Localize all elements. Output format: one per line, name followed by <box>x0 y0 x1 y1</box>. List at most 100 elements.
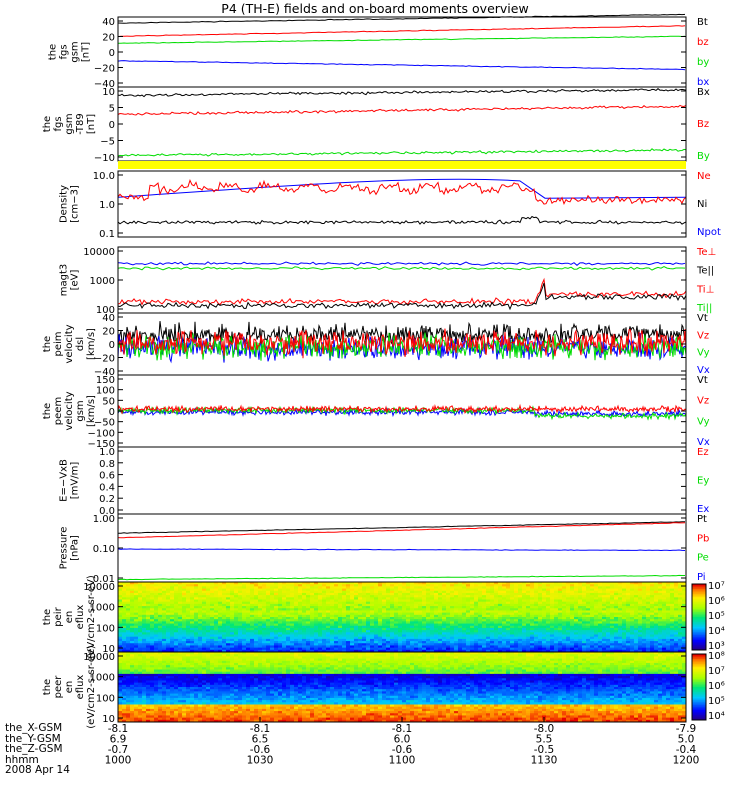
series-Ti|| <box>117 266 686 271</box>
legend-Vt: Vt <box>697 313 708 324</box>
ephemeris-value: 5.5 <box>536 734 553 746</box>
colorbar <box>691 583 707 651</box>
panel-frame <box>117 170 687 238</box>
y-tick-label: 0 <box>109 407 115 418</box>
ephemeris-value: -7.9 <box>676 723 697 735</box>
colorbar-label: 10⁴ <box>708 626 725 637</box>
y-tick-label: 20 <box>102 327 115 338</box>
colorbar-label: 10⁷ <box>708 581 725 592</box>
y-axis-label: thefgsgsm[nT] <box>48 41 92 62</box>
y-tick-label: 1.0 <box>99 200 115 211</box>
legend-Te||: Te|| <box>696 266 714 277</box>
colorbar-label: 10⁶ <box>708 596 725 607</box>
panel-3: 10.0 1.0 0.1 Density[cm−3] Ne Ni Npot <box>59 170 721 240</box>
y-axis-label: thepeereneflux(eV/cm2-s-sr-eV) <box>42 645 97 729</box>
y-tick-label: −150 <box>88 439 115 450</box>
y-tick-label: 1000 <box>90 276 115 287</box>
legend-Pt: Pt <box>697 514 707 525</box>
y-tick-label: 100 <box>96 305 115 316</box>
series-Te|| <box>117 282 687 311</box>
y-tick-label: 0.8 <box>99 459 115 470</box>
series-By <box>117 148 687 157</box>
legend-Vx: Vx <box>697 365 710 376</box>
legend-by: by <box>697 57 709 68</box>
y-tick-label: 100 <box>96 693 115 704</box>
ephemeris-value: 1000 <box>105 755 132 767</box>
y-tick-label: −50 <box>94 418 115 429</box>
ephemeris-value: 6.9 <box>110 734 127 746</box>
panel-7: 1.00.80.60.40.20.0 E=−VxB[mV/m] Ez Ey Ex <box>59 446 709 517</box>
y-axis-label: magt3[eV] <box>59 264 81 297</box>
legend-Pi: Pi <box>697 572 706 583</box>
y-tick-label: 10000 <box>83 652 115 663</box>
y-tick-label: 1.0 <box>99 447 115 458</box>
y-axis-label: thepeimvelocitydsl[km/s] <box>42 324 97 363</box>
colorbar-label: 10⁸ <box>708 651 725 662</box>
panel-2: 10 5 0 −5 −10 thefgsgsm-T89[nT] Bx Bz By <box>42 86 710 164</box>
y-tick-label: −20 <box>94 64 115 75</box>
colorbar-label: 10⁵ <box>708 611 725 622</box>
ephemeris-labels: the_X-GSM the_Y-GSM the_Z-GSM hhmm 2008 … <box>5 722 70 776</box>
y-tick-label: 0.10 <box>93 544 115 555</box>
legend-Bt: Bt <box>697 17 708 28</box>
y-axis-label: Density[cm−3] <box>59 185 81 223</box>
legend-bx: bx <box>697 77 709 88</box>
y-axis-label: E=−VxB[mV/m] <box>59 459 81 502</box>
y-tick-label: 0.4 <box>99 482 115 493</box>
legend-Ne: Ne <box>697 171 711 182</box>
series-Pt <box>118 521 685 534</box>
y-tick-label: −100 <box>88 428 115 439</box>
y-tick-label: 1000 <box>90 603 115 614</box>
legend-Vy: Vy <box>697 416 710 427</box>
panel-frame <box>117 86 687 162</box>
y-tick-label: 10000 <box>83 582 115 593</box>
panel-1: 40 20 0 −20 −40 thefgsgsm[nT] Bt bz by bx <box>48 13 709 90</box>
y-tick-label: 20 <box>102 33 115 44</box>
panel-frame <box>117 513 687 583</box>
y-tick-label: 0 <box>109 48 115 59</box>
legend-Ex: Ex <box>697 504 709 515</box>
series-Pb <box>117 522 686 539</box>
colorbar-label: 10⁶ <box>708 681 725 692</box>
legend-Ez: Ez <box>697 447 709 458</box>
series-Npot <box>117 178 687 199</box>
legend-Te⊥: Te⊥ <box>696 247 716 258</box>
legend-Vy: Vy <box>697 348 710 359</box>
ephemeris-value: -8.0 <box>534 723 555 735</box>
y-tick-label: 100 <box>96 386 115 397</box>
legend-Vz: Vz <box>697 330 709 341</box>
legend-Pb: Pb <box>697 533 709 544</box>
ephemeris-value: 1030 <box>247 755 274 767</box>
ephemeris-value: -0.4 <box>676 744 697 756</box>
ephemeris-value: -8.1 <box>392 723 413 735</box>
panel-10: 10⁸ 10⁷ 10⁶ 10⁵ 10⁴ 10000 1000 100 10 thepeerenef… <box>42 645 725 729</box>
series-Pe <box>117 574 685 581</box>
y-tick-label: 0.0 <box>99 506 115 517</box>
series-Vz <box>117 403 687 415</box>
ephemeris-value: 5.0 <box>678 734 695 746</box>
y-tick-label: 0.1 <box>99 229 115 240</box>
series-black <box>117 321 687 347</box>
y-tick-label: 1000 <box>90 673 115 684</box>
series-Bt <box>117 13 686 24</box>
plot-title: P4 (TH-E) fields and on-board moments ov… <box>221 1 529 16</box>
legend-Ti⊥: Ti⊥ <box>696 284 714 295</box>
series-Ni <box>117 215 687 225</box>
y-axis-label: thepeireneflux(eV/cm2-s-sr-eV) <box>42 575 97 659</box>
ephemeris-value: 1100 <box>389 755 416 767</box>
colorbar <box>691 653 707 721</box>
series-red <box>117 328 687 359</box>
series-bz <box>117 25 686 38</box>
y-tick-label: 10.0 <box>93 171 115 182</box>
legend-bz: bz <box>697 37 709 48</box>
panel-5: 40 20 0 −20 −40 thepeimvelocitydsl[km/s] Vt Vz V… <box>42 312 710 378</box>
legend-Ey: Ey <box>697 476 709 487</box>
legend-Pe: Pe <box>697 553 709 564</box>
ephemeris-value: 6.0 <box>394 734 411 746</box>
y-tick-label: 1.00 <box>93 514 115 525</box>
y-tick-label: 0.6 <box>99 471 115 482</box>
y-axis-label: thepeemvelocitygsm[km/s] <box>42 391 97 430</box>
y-tick-label: −40 <box>94 367 115 378</box>
ephemeris-value: 6.5 <box>252 734 269 746</box>
